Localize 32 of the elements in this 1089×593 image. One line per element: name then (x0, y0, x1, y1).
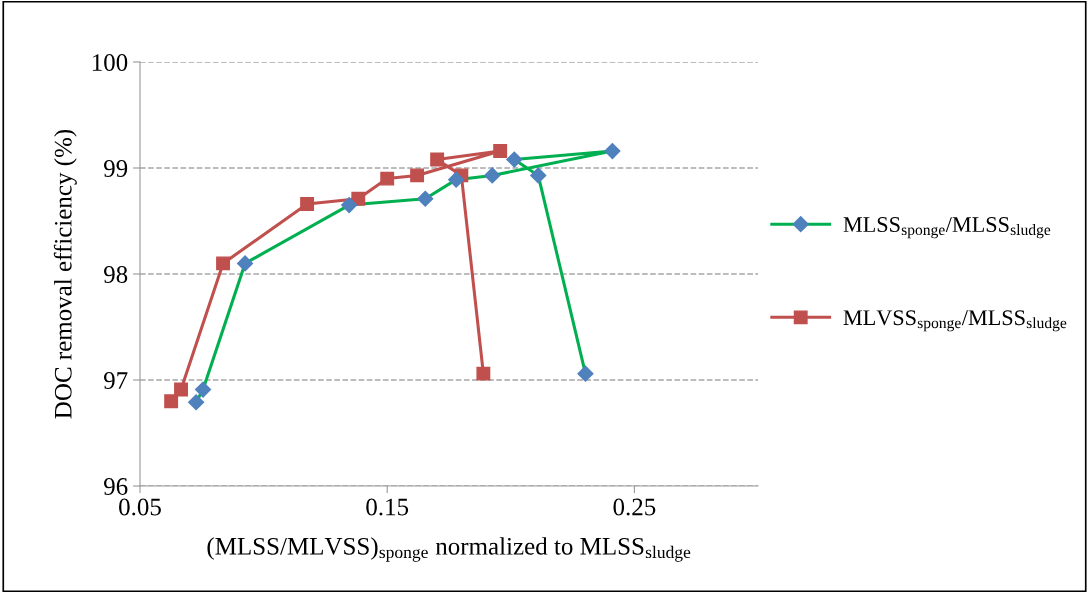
point (300, 197, 315, 211)
point (448, 171, 465, 188)
point (174, 382, 188, 397)
x-tick-label: 0.05 (119, 498, 161, 516)
point (341, 197, 358, 214)
point (216, 256, 231, 271)
legend-label: MLSS$_{sponge}$/MLSS$_{sludge}$ (843, 217, 1051, 239)
point (380, 171, 395, 186)
legend-label: MLVSS$_{sponge}$/MLSS$_{sludge}$ (843, 310, 1067, 332)
y-axis-title: DOC removal efficiency (%) (53, 129, 77, 419)
y-tick-label: 99 (104, 160, 128, 177)
y-tick-label: 100 (92, 54, 128, 71)
point (484, 167, 501, 184)
point (236, 255, 254, 272)
point (506, 151, 523, 168)
point (430, 152, 445, 167)
point (164, 394, 179, 409)
point (194, 381, 212, 398)
point (530, 167, 547, 184)
point (577, 365, 594, 382)
point (417, 190, 434, 207)
point (476, 366, 491, 381)
y-tick-label: 96 (104, 478, 128, 495)
x-tick-label: 0.15 (366, 498, 409, 516)
y-tick-label: 97 (104, 372, 128, 389)
y-tick-label: 98 (104, 266, 128, 283)
point (410, 168, 425, 183)
x-axis-title: (MLSS/MLVSS)$_{sponge}$ normalized to MLSS$_{sludge}$ (207, 537, 691, 562)
point (604, 142, 621, 160)
x-tick-label: 0.25 (613, 498, 656, 516)
point (188, 394, 205, 411)
point (493, 144, 508, 158)
